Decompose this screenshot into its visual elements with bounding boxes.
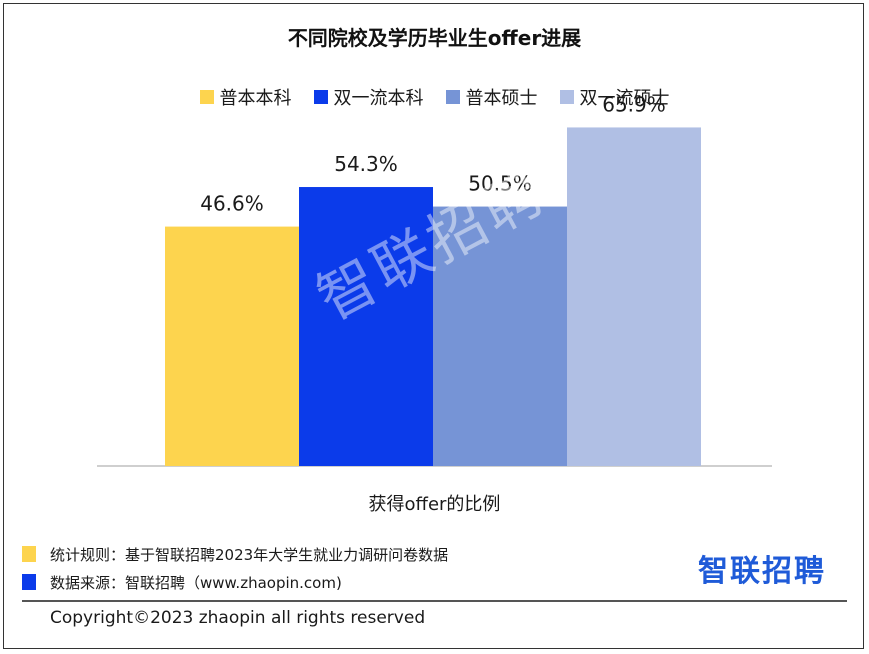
legend-swatch bbox=[559, 90, 574, 104]
note-marker bbox=[22, 546, 36, 562]
legend-label: 双一流本科 bbox=[333, 88, 424, 109]
legend-label: 普本本科 bbox=[219, 88, 292, 109]
legend-swatch bbox=[313, 90, 328, 104]
bar-value-label: 54.3% bbox=[334, 152, 398, 176]
chart-frame bbox=[3, 3, 864, 649]
brand-logo: 智联招聘 bbox=[698, 554, 826, 589]
legend-item: 双一流硕士 bbox=[559, 84, 670, 110]
note-source: 数据来源：智联招聘（www.zhaopin.com) bbox=[22, 568, 448, 596]
bar-value-label: 46.6% bbox=[200, 192, 264, 216]
bar bbox=[299, 187, 433, 466]
divider bbox=[22, 600, 847, 602]
category-label: 获得offer的比例 bbox=[368, 494, 501, 515]
legend-label: 普本硕士 bbox=[465, 88, 538, 109]
note-source-text: 数据来源：智联招聘（www.zhaopin.com) bbox=[50, 573, 342, 592]
bar bbox=[433, 206, 567, 466]
bar bbox=[567, 127, 701, 466]
legend-item: 普本硕士 bbox=[445, 84, 538, 110]
notes: 统计规则：基于智联招聘2023年大学生就业力调研问卷数据 数据来源：智联招聘（w… bbox=[22, 540, 448, 596]
legend-item: 普本本科 bbox=[199, 84, 292, 110]
bar-value-label: 65.9% bbox=[602, 92, 666, 116]
bar bbox=[165, 226, 299, 466]
legend-label: 双一流硕士 bbox=[579, 88, 670, 109]
legend-item: 双一流本科 bbox=[313, 84, 424, 110]
note-marker bbox=[22, 574, 36, 590]
bar-value-label: 50.5% bbox=[468, 172, 532, 196]
legend-swatch bbox=[445, 90, 460, 104]
note-rule-text: 统计规则：基于智联招聘2023年大学生就业力调研问卷数据 bbox=[50, 545, 449, 564]
legend: 普本本科 双一流本科 普本硕士 双一流硕士 bbox=[0, 84, 869, 110]
copyright: Copyright©2023 zhaopin all rights reserv… bbox=[50, 608, 426, 628]
legend-swatch bbox=[199, 90, 214, 104]
note-rule: 统计规则：基于智联招聘2023年大学生就业力调研问卷数据 bbox=[22, 540, 448, 568]
chart-title: 不同院校及学历毕业生offer进展 bbox=[287, 26, 582, 50]
